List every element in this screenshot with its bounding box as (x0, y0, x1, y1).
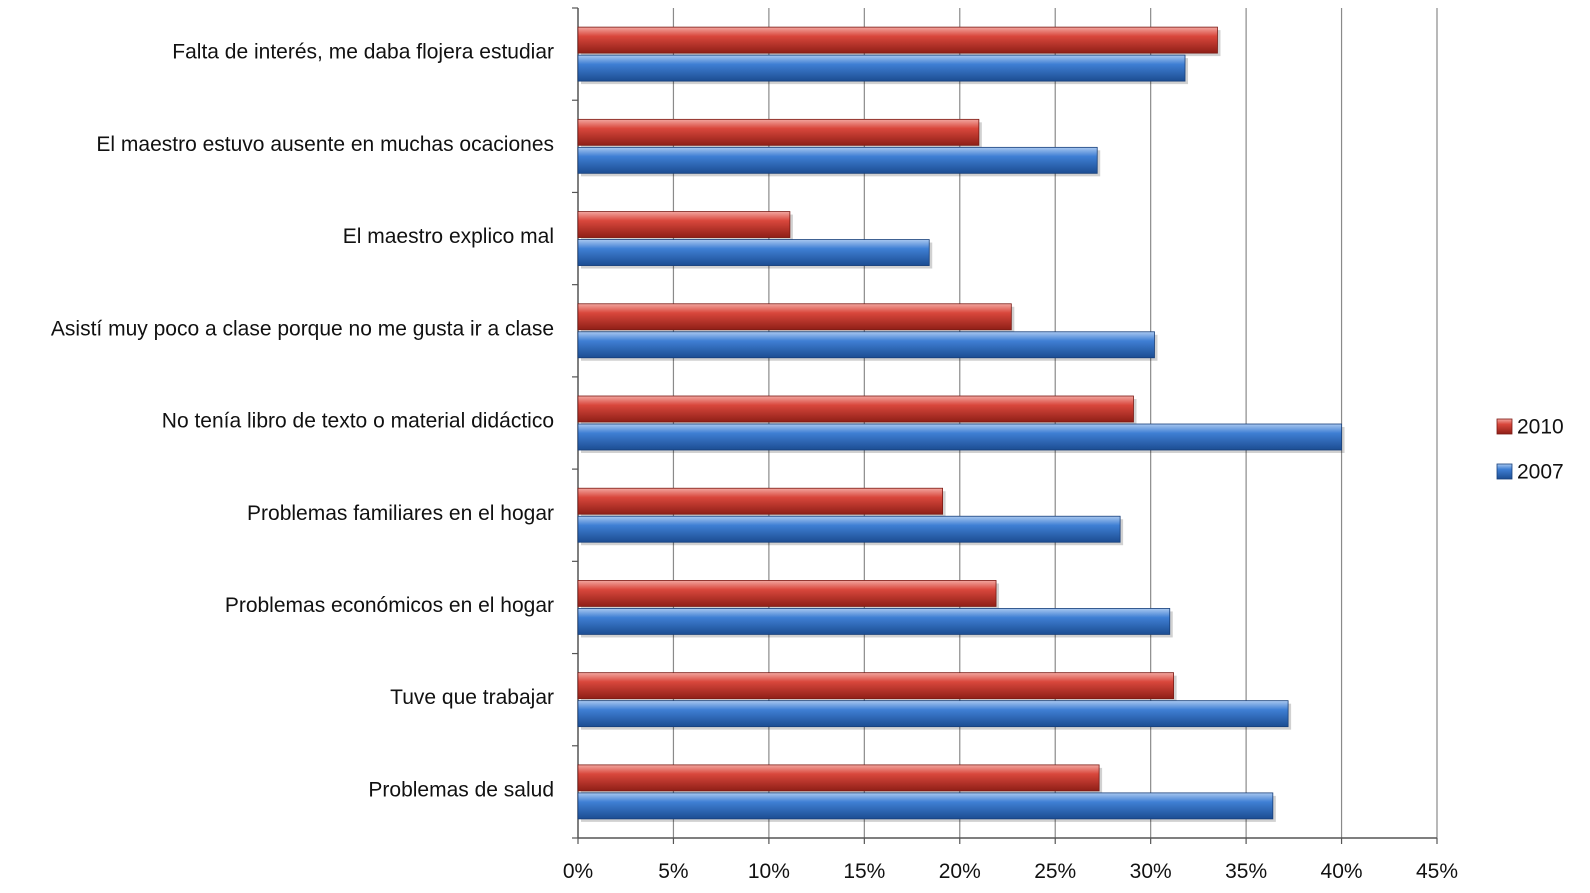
bar-2007-6 (577, 608, 1171, 635)
category-labels: Falta de interés, me daba flojera estudi… (51, 41, 554, 802)
x-tick-label: 0% (563, 860, 593, 883)
bar-2010-0 (577, 26, 1218, 54)
category-label: No tenía libro de texto o material didác… (162, 410, 554, 433)
legend-label-2010: 2010 (1517, 416, 1564, 439)
category-label: Problemas económicos en el hogar (225, 594, 554, 617)
bar-2007-4 (577, 423, 1342, 451)
category-label: Problemas familiares en el hogar (247, 502, 554, 525)
bar-2007-8 (577, 792, 1274, 820)
category-label: El maestro estuvo ausente en muchas ocac… (96, 133, 554, 156)
bars (577, 26, 1345, 822)
bar-2007-0 (577, 54, 1186, 82)
x-tick-label: 15% (843, 860, 885, 883)
bar-2007-7 (577, 700, 1289, 728)
category-label: El maestro explico mal (343, 225, 554, 248)
legend-swatch-2010 (1496, 418, 1513, 435)
x-tick-label: 45% (1416, 860, 1458, 883)
tick-labels: 0% 5% 10% 15% 20% 25% 30% 35% 40% 45% (563, 860, 1458, 883)
axes (572, 7, 1438, 844)
x-tick-label: 30% (1130, 860, 1172, 883)
x-tick-label: 5% (658, 860, 688, 883)
bar-2010-4 (577, 395, 1134, 423)
category-label: Problemas de salud (368, 778, 554, 801)
gridlines (672, 8, 1438, 838)
bar-2007-1 (577, 146, 1098, 174)
bar-2010-8 (577, 764, 1100, 792)
x-tick-label: 20% (939, 860, 981, 883)
bar-2007-3 (577, 331, 1155, 359)
category-label: Falta de interés, me daba flojera estudi… (172, 41, 554, 64)
bar-2010-1 (577, 118, 980, 146)
bar-2007-5 (577, 515, 1121, 543)
x-tick-label: 35% (1225, 860, 1267, 883)
bar-2007-2 (577, 239, 930, 266)
bar-2010-7 (577, 672, 1174, 700)
bar-2010-2 (577, 211, 791, 238)
x-tick-label: 10% (748, 860, 790, 883)
category-label: Asistí muy poco a clase porque no me gus… (51, 317, 554, 340)
category-label: Tuve que trabajar (390, 686, 554, 709)
bar-2010-5 (577, 487, 943, 515)
x-tick-label: 40% (1321, 860, 1363, 883)
legend: 2010 2007 (1496, 416, 1564, 484)
legend-swatch-2007 (1496, 463, 1513, 480)
bar-2010-3 (577, 303, 1012, 331)
legend-label-2007: 2007 (1517, 461, 1564, 484)
bar-2010-6 (577, 580, 997, 607)
x-tick-label: 25% (1034, 860, 1076, 883)
